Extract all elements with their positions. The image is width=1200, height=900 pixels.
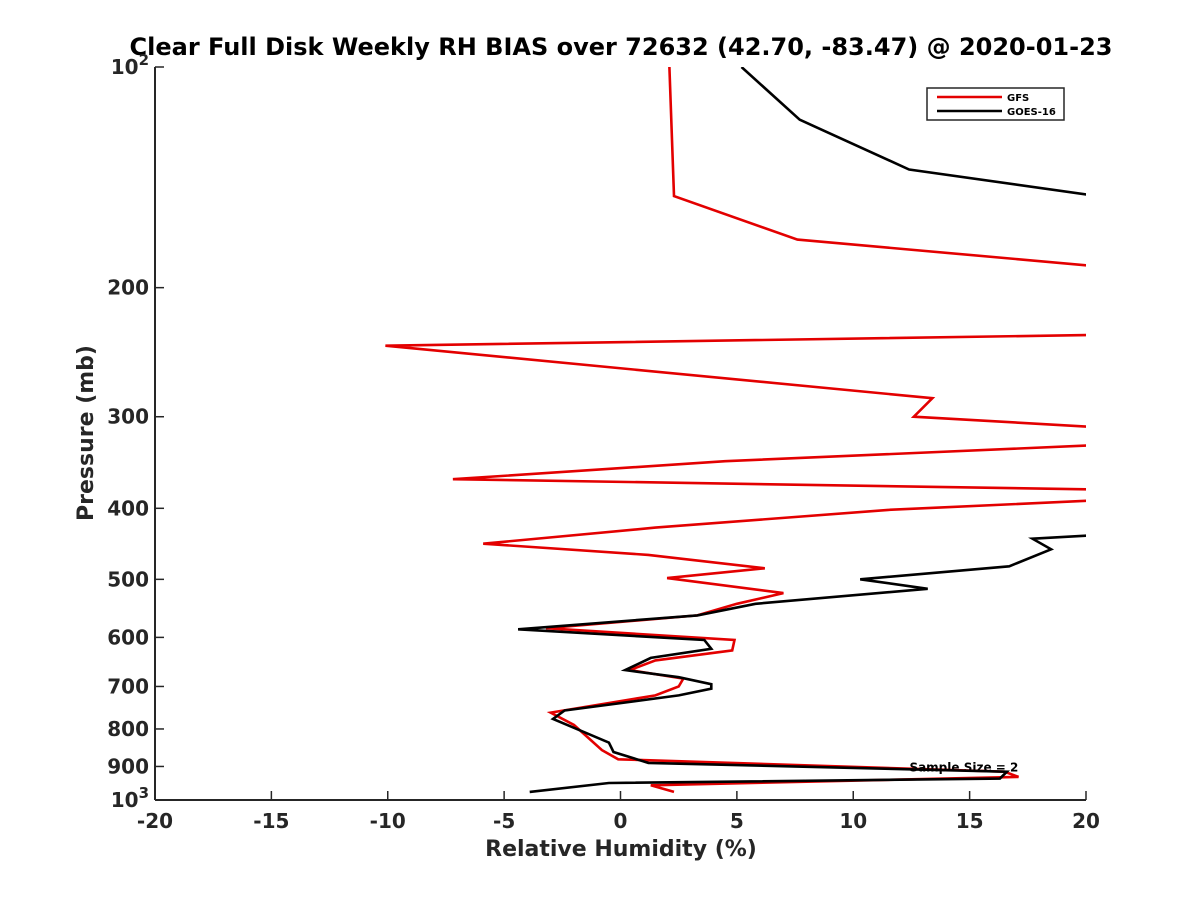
x-tick-label: -20 [137,809,173,833]
y-ticks: 102 200 300 400 500 600 700 800 900 103 [107,51,164,812]
x-ticks: -20 -15 -10 -5 0 5 10 15 20 [137,791,1100,833]
legend-label: GFS [1007,93,1029,104]
x-tick-label: -10 [370,809,406,833]
series-line-goes-16 [517,67,1086,794]
y-tick-label: 700 [107,674,149,698]
y-tick-label: 900 [107,754,149,778]
x-tick-label: 0 [614,809,628,833]
y-tick-label: 800 [107,717,149,741]
y-tick-label: 600 [107,625,149,649]
series-line-gfs [385,67,1086,794]
y-tick-label: 102 [111,51,149,79]
y-tick-label: 200 [107,276,149,300]
x-tick-label: 20 [1072,809,1100,833]
legend: GFS GOES-16 [926,87,1065,121]
x-tick-label: 10 [839,809,867,833]
x-tick-label: 5 [730,809,744,833]
legend-label: GOES-16 [1007,107,1056,118]
y-tick-label: 300 [107,405,149,429]
x-tick-label: -15 [253,809,289,833]
y-tick-label: 500 [107,567,149,591]
sample-size-annotation: Sample Size = 2 [909,760,1018,774]
y-tick-label: 400 [107,496,149,520]
y-axis-label: Pressure (mb) [74,345,99,521]
legend-box [926,87,1065,121]
series-layer [385,67,1086,794]
chart-title: Clear Full Disk Weekly RH BIAS over 7263… [130,33,1113,61]
x-tick-label: 15 [956,809,984,833]
y-tick-label: 103 [111,784,149,812]
x-axis-label: Relative Humidity (%) [485,837,757,862]
x-tick-label: -5 [493,809,515,833]
